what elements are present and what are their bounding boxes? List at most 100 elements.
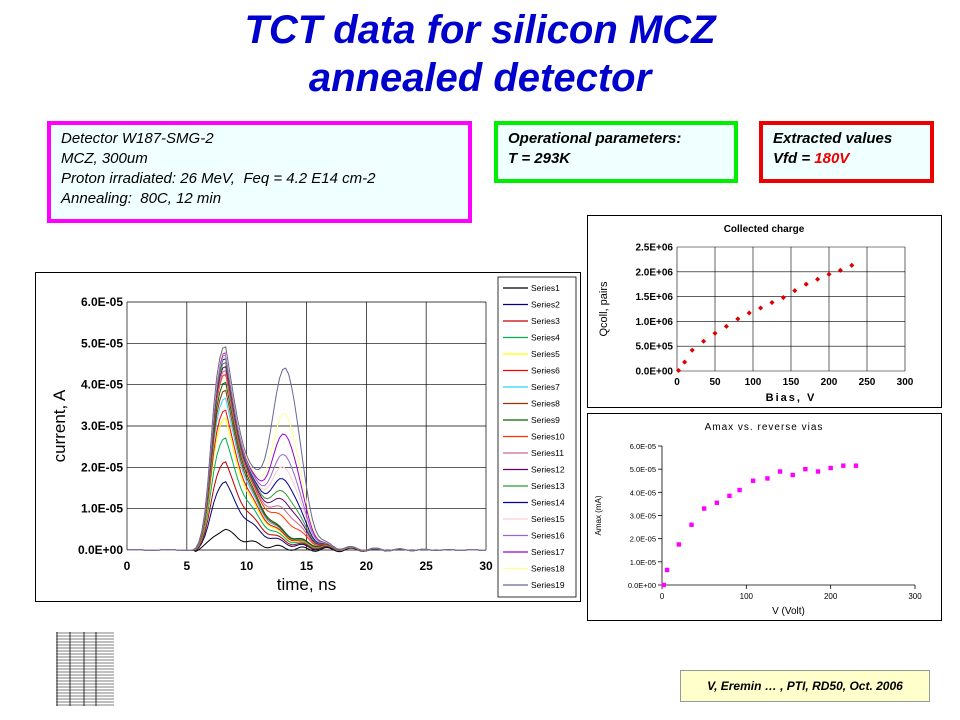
y-axis-label: current, A (50, 389, 69, 462)
y-tick-label: 0.0E+00 (635, 367, 673, 378)
title-line-2: annealed detector (308, 56, 652, 100)
x-tick-label: 300 (897, 377, 914, 388)
legend-label: Series14 (531, 498, 565, 508)
x-tick-label: 25 (419, 559, 433, 573)
legend-label: Series11 (531, 448, 564, 458)
y-tick-label: 1.0E-05 (81, 502, 123, 516)
operational-params-box: Operational parameters: T = 293K (494, 121, 738, 183)
y-tick-label: 1.0E-05 (630, 558, 656, 567)
data-point (765, 476, 770, 481)
legend-label: Series13 (531, 481, 565, 491)
x-tick-label: 30 (479, 559, 493, 573)
data-point (826, 271, 832, 277)
legend-label: Series16 (531, 531, 565, 541)
legend-label: Series4 (531, 333, 560, 343)
y-tick-label: 5.0E-05 (630, 465, 656, 474)
data-point (769, 300, 775, 306)
legend-label: Series10 (531, 432, 565, 442)
operational-heading: Operational parameters: (508, 130, 682, 147)
detector-line-3: Proton irradiated: 26 MeV, Feq = 4.2 E14… (61, 170, 376, 187)
legend-label: Series2 (531, 300, 560, 310)
data-point (828, 465, 833, 471)
title-line-1: TCT data for silicon MCZ (244, 8, 716, 52)
data-point (790, 472, 795, 478)
data-point (803, 466, 808, 472)
data-point (853, 463, 859, 468)
data-point (815, 469, 821, 474)
vfd-value: 180V (814, 150, 850, 167)
y-tick-label: 4.0E-05 (81, 378, 123, 392)
data-point (689, 522, 694, 527)
legend-label: Series15 (531, 514, 565, 524)
extracted-values-box: Extracted values Vfd = 180V (759, 121, 934, 183)
y-tick-label: 4.0E-05 (630, 488, 656, 497)
data-point (661, 582, 666, 588)
x-tick-label: 250 (859, 377, 876, 388)
x-tick-label: 20 (360, 559, 374, 573)
x-tick-label: 200 (821, 377, 838, 388)
legend-label: Series3 (531, 316, 560, 326)
y-tick-label: 1.5E+06 (635, 292, 673, 303)
x-tick-label: 200 (824, 592, 838, 601)
legend-label: Series7 (531, 382, 560, 392)
y-axis-label: Amax (mA) (594, 495, 603, 535)
legend-label: Series12 (531, 465, 565, 475)
tct-current-chart: 0 5 10 15 20 25 30 0.0E+00 1.0E-05 2.0E-05 3.0E-05… (35, 272, 581, 602)
legend-label: Series17 (531, 547, 565, 557)
legend-label: Series19 (531, 580, 565, 590)
y-tick-label: 0.0E+00 (628, 581, 656, 590)
y-axis-label: Qcoll, pairs (598, 281, 610, 337)
data-point (682, 359, 688, 365)
amax-chart: Amax vs. reverse vias 0 100 200 300 0.0E+00 1.… (587, 413, 942, 621)
detector-line-1: Detector W187-SMG-2 (61, 130, 214, 147)
data-point (803, 281, 809, 287)
y-tick-label: 3.0E-05 (81, 419, 123, 433)
table-thumbnail-icon (56, 632, 114, 706)
y-tick-label: 1.0E+06 (635, 317, 673, 328)
detector-info-box: Detector W187-SMG-2 MCZ, 300um Proton ir… (47, 121, 472, 223)
y-tick-label: 5.0E-05 (81, 336, 123, 350)
legend-label: Series9 (531, 415, 560, 425)
operational-temp: T = 293K (508, 150, 571, 167)
y-tick-label: 2.5E+06 (635, 243, 673, 254)
x-tick-label: 100 (740, 592, 754, 601)
x-tick-label: 0 (660, 592, 665, 601)
legend-label: Series8 (531, 399, 560, 409)
x-tick-label: 150 (783, 377, 800, 388)
y-tick-label: 5.0E+05 (635, 342, 673, 353)
data-point (727, 493, 732, 499)
x-tick-label: 5 (183, 559, 190, 573)
y-tick-label: 3.0E-05 (630, 512, 656, 521)
data-point (714, 500, 720, 505)
legend-label: Series5 (531, 349, 560, 359)
x-axis-label: time, ns (277, 575, 337, 594)
detector-line-2: MCZ, 300um (61, 150, 148, 167)
data-point (664, 567, 670, 573)
y-tick-label: 2.0E-05 (630, 535, 656, 544)
data-point (737, 487, 742, 493)
x-tick-label: 50 (709, 377, 721, 388)
x-tick-label: 15 (300, 559, 314, 573)
y-tick-label: 2.0E+06 (635, 267, 673, 278)
vfd-label: Vfd = (773, 150, 815, 167)
y-tick-label: 6.0E-05 (630, 442, 656, 451)
y-tick-label: 0.0E+00 (78, 543, 123, 557)
chart-title: Collected charge (724, 224, 805, 235)
extracted-heading: Extracted values (773, 130, 893, 147)
y-tick-label: 2.0E-05 (81, 460, 123, 474)
credit-note: V, Eremin … , PTI, RD50, Oct. 2006 (680, 670, 930, 702)
data-point (701, 506, 707, 511)
legend-label: Series6 (531, 366, 560, 376)
x-tick-label: 0 (124, 559, 131, 573)
x-axis-label: V (Volt) (772, 606, 805, 617)
x-tick-label: 100 (745, 377, 762, 388)
x-axis-label: Bias, V (766, 392, 817, 404)
chart-title: Amax vs. reverse vias (705, 422, 824, 433)
data-point (777, 469, 783, 474)
x-tick-label: 0 (674, 377, 680, 388)
data-point (841, 463, 846, 468)
x-tick-label: 300 (908, 592, 922, 601)
data-point (712, 330, 718, 336)
chart-frame (587, 413, 942, 621)
data-point (750, 478, 756, 483)
